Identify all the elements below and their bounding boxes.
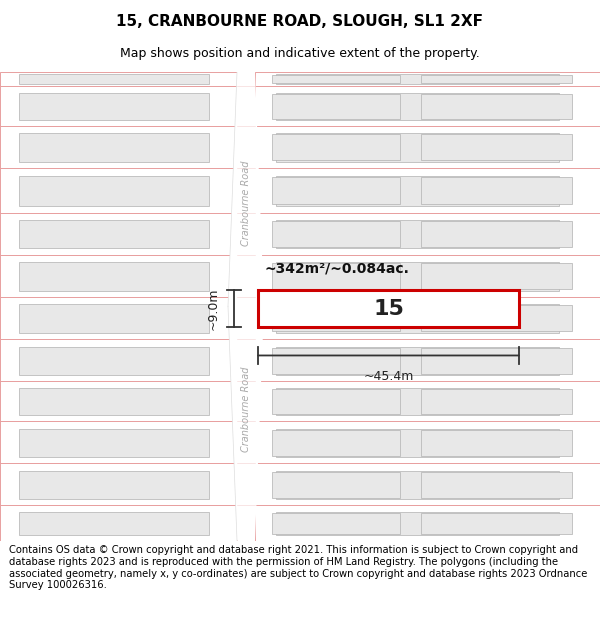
Text: Cranbourne Road: Cranbourne Road xyxy=(241,161,251,246)
Bar xyxy=(0,72,237,86)
Bar xyxy=(276,262,559,291)
Bar xyxy=(421,512,572,534)
Bar xyxy=(421,429,572,456)
Bar xyxy=(0,381,237,421)
Bar xyxy=(0,168,237,212)
Text: Map shows position and indicative extent of the property.: Map shows position and indicative extent… xyxy=(120,48,480,61)
Bar xyxy=(0,506,237,541)
Bar xyxy=(19,471,209,499)
Bar xyxy=(255,297,600,339)
Bar xyxy=(421,134,572,161)
Bar xyxy=(272,221,400,247)
Bar xyxy=(255,339,600,381)
Bar xyxy=(276,347,559,375)
Bar xyxy=(421,74,572,83)
Bar xyxy=(276,388,559,415)
Bar xyxy=(255,506,600,541)
Bar xyxy=(19,74,209,84)
Bar xyxy=(258,290,519,328)
Bar xyxy=(0,463,237,506)
Bar xyxy=(276,176,559,206)
Bar xyxy=(276,471,559,499)
Text: Contains OS data © Crown copyright and database right 2021. This information is : Contains OS data © Crown copyright and d… xyxy=(9,545,587,590)
Bar xyxy=(19,347,209,375)
Bar xyxy=(0,421,237,463)
Bar xyxy=(272,305,400,331)
Bar xyxy=(272,429,400,456)
Bar xyxy=(272,512,400,534)
Bar xyxy=(19,388,209,415)
Bar xyxy=(272,74,400,83)
Bar xyxy=(255,168,600,212)
Polygon shape xyxy=(228,72,264,541)
Bar xyxy=(255,381,600,421)
Bar xyxy=(421,348,572,374)
Bar xyxy=(19,304,209,332)
Text: Cranbourne Road: Cranbourne Road xyxy=(241,367,251,452)
Text: 15, CRANBOURNE ROAD, SLOUGH, SL1 2XF: 15, CRANBOURNE ROAD, SLOUGH, SL1 2XF xyxy=(116,14,484,29)
Bar xyxy=(19,93,209,120)
Bar xyxy=(276,133,559,162)
Bar xyxy=(0,255,237,297)
Bar xyxy=(276,93,559,120)
Bar xyxy=(272,177,400,204)
Bar xyxy=(255,421,600,463)
Bar xyxy=(276,304,559,332)
Text: ~342m²/~0.084ac.: ~342m²/~0.084ac. xyxy=(264,262,409,276)
Text: ~9.0m: ~9.0m xyxy=(206,288,220,330)
Bar xyxy=(276,220,559,248)
Text: 15: 15 xyxy=(373,299,404,319)
Bar xyxy=(421,221,572,247)
Bar xyxy=(19,512,209,536)
Bar xyxy=(0,339,237,381)
Bar xyxy=(272,348,400,374)
Bar xyxy=(255,72,600,86)
Bar xyxy=(237,72,255,541)
Bar xyxy=(276,74,559,84)
Bar xyxy=(421,472,572,498)
Bar xyxy=(272,134,400,161)
Bar xyxy=(272,94,400,119)
Bar xyxy=(272,389,400,414)
Bar xyxy=(421,305,572,331)
Bar xyxy=(0,297,237,339)
Bar xyxy=(276,429,559,457)
Bar xyxy=(255,86,600,126)
Bar xyxy=(255,126,600,168)
Bar xyxy=(272,263,400,289)
Bar xyxy=(19,220,209,248)
Bar xyxy=(421,177,572,204)
Bar xyxy=(19,262,209,291)
Bar xyxy=(0,213,237,255)
Bar xyxy=(255,463,600,506)
Bar xyxy=(19,133,209,162)
Text: ~45.4m: ~45.4m xyxy=(364,370,413,383)
Bar xyxy=(421,263,572,289)
Bar xyxy=(276,512,559,536)
Bar xyxy=(255,213,600,255)
Bar xyxy=(421,389,572,414)
Bar xyxy=(255,255,600,297)
Bar xyxy=(0,86,237,126)
Bar xyxy=(0,126,237,168)
Bar xyxy=(19,176,209,206)
Bar xyxy=(272,472,400,498)
Bar xyxy=(421,94,572,119)
Bar xyxy=(19,429,209,457)
